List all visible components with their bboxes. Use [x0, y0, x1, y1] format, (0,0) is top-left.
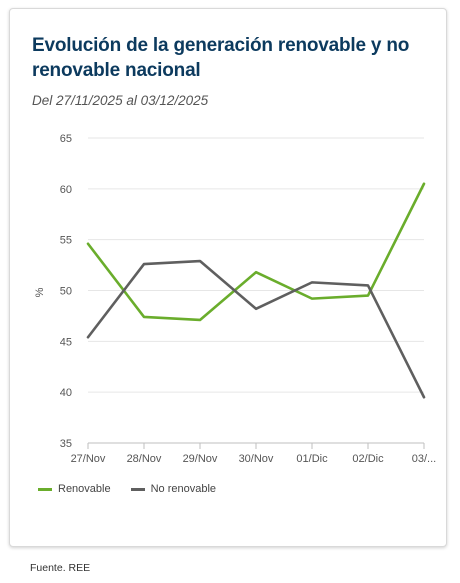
series-lines	[86, 182, 426, 399]
legend-item-renovable[interactable]: Renovable	[38, 483, 111, 495]
y-tick-label: 55	[60, 235, 72, 247]
y-tick-label: 35	[60, 438, 72, 450]
x-axis-ticks: 27/Nov 28/Nov 29/Nov 30/Nov 01/Dic 02/Dic 03/.…	[71, 443, 436, 465]
x-tick-label: 30/Nov	[239, 453, 274, 465]
chart-subtitle: Del 27/11/2025 al 03/12/2025	[32, 93, 209, 108]
chart-title: Evolución de la generación renovable y n…	[32, 35, 410, 81]
legend-label-renovable: Renovable	[58, 483, 111, 495]
line-chart: 35 40 45 50 55 60 65 27/Nov 28/Nov 29/Nov 30/Nov 0…	[34, 133, 436, 465]
series-line-renovable[interactable]	[86, 182, 426, 322]
y-tick-label: 60	[60, 184, 72, 196]
x-tick-label: 02/Dic	[352, 453, 384, 465]
legend-item-no-renovable[interactable]: No renovable	[130, 483, 217, 495]
grid-lines	[88, 137, 424, 393]
legend-label-no-renovable: No renovable	[150, 483, 217, 495]
x-tick-label: 28/Nov	[127, 453, 162, 465]
y-tick-label: 65	[60, 133, 72, 145]
source-note: Fuente. REE	[30, 562, 91, 574]
y-axis-title: %	[34, 287, 46, 297]
legend-swatch-no-renovable	[130, 487, 145, 491]
x-tick-label: 01/Dic	[296, 453, 328, 465]
x-tick-label: 27/Nov	[71, 453, 106, 465]
chart-card: Evolución de la generación renovable y n…	[9, 8, 447, 547]
y-axis-ticks: 35 40 45 50 55 60 65	[60, 133, 72, 450]
legend-swatch-renovable	[38, 487, 52, 491]
y-tick-label: 50	[60, 286, 72, 298]
legend: Renovable No renovable	[38, 483, 216, 495]
x-tick-label: 29/Nov	[183, 453, 218, 465]
series-line-no-renovable[interactable]	[86, 259, 426, 399]
x-tick-label: 03/...	[412, 453, 436, 465]
y-tick-label: 40	[60, 387, 72, 399]
y-tick-label: 45	[60, 336, 72, 348]
